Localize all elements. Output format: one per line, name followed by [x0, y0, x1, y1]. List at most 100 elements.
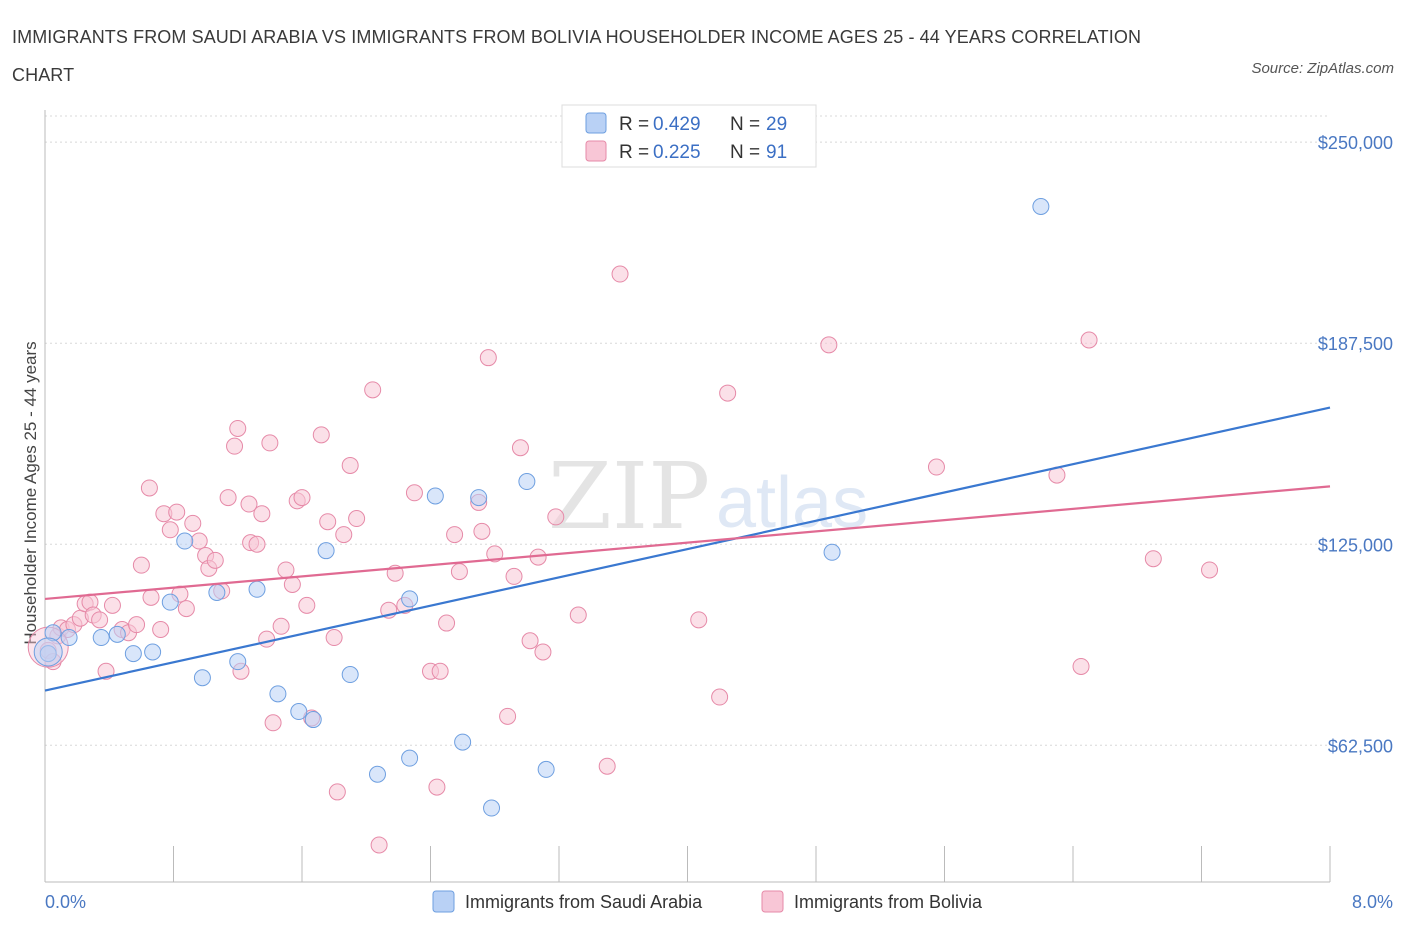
point-bolivia-63	[428, 778, 446, 796]
top-legend: R = 0.429 N = 29 R = 0.225 N = 91	[561, 104, 817, 168]
axes	[44, 110, 1331, 883]
point-bolivia-49	[312, 426, 330, 444]
point-bolivia-29	[206, 551, 224, 569]
point-saudi-arabia-21	[454, 733, 472, 751]
point-saudi-arabia-13	[290, 703, 308, 721]
watermark: ZIP atlas	[548, 443, 868, 550]
legend-r-value-saudi-arabia: 0.429	[653, 114, 701, 135]
point-bolivia-19	[152, 620, 170, 638]
point-bolivia-22	[168, 503, 186, 521]
point-bolivia-41	[264, 714, 282, 732]
point-bolivia-25	[184, 514, 202, 532]
point-bolivia-73	[505, 567, 523, 585]
trend-line-saudi-arabia	[44, 406, 1331, 692]
point-saudi-arabia-19	[401, 749, 419, 767]
point-saudi-arabia-8	[193, 669, 211, 687]
point-saudi-arabia-17	[368, 765, 386, 783]
point-saudi-arabia-22	[470, 489, 488, 507]
point-bolivia-51	[325, 629, 343, 647]
legend-n-label-bolivia: N =	[730, 142, 760, 163]
point-bolivia-57	[370, 836, 388, 854]
point-saudi-arabia-27	[1032, 198, 1050, 215]
point-bolivia-24	[177, 600, 195, 618]
legend-n-label-saudi-arabia: N =	[730, 114, 760, 135]
point-bolivia-53	[335, 526, 353, 544]
point-saudi-arabia-11	[248, 580, 266, 598]
legend-swatch-saudi-arabia	[585, 112, 607, 134]
point-saudi-arabia-16	[341, 666, 359, 684]
legend-swatch-bolivia	[585, 140, 607, 162]
point-bolivia-74	[511, 439, 529, 457]
point-bolivia-80	[598, 757, 616, 775]
chart-title: IMMIGRANTS FROM SAUDI ARABIA VS IMMIGRAN…	[12, 27, 1142, 85]
point-saudi-arabia-12	[269, 685, 287, 703]
point-bolivia-89	[1080, 331, 1098, 349]
point-bolivia-84	[719, 384, 737, 402]
point-bolivia-38	[253, 505, 271, 523]
point-saudi-arabia-20	[426, 487, 444, 505]
point-bolivia-81	[611, 265, 629, 283]
point-saudi-arabia-1	[60, 629, 78, 647]
series-saudi-arabia-points	[33, 198, 1050, 817]
point-bolivia-85	[820, 336, 838, 354]
point-bolivia-33	[229, 419, 247, 437]
point-bolivia-40	[261, 434, 279, 452]
point-bolivia-64	[431, 662, 449, 680]
point-bolivia-70	[479, 349, 497, 367]
point-bolivia-18	[142, 588, 160, 606]
point-bolivia-86	[927, 458, 945, 476]
y-axis-label: Householder Income Ages 25 - 44 years	[21, 341, 40, 644]
point-bolivia-83	[711, 688, 729, 706]
y-tick-label-1: $125,000	[1318, 535, 1393, 555]
point-saudi-arabia-10	[229, 653, 247, 671]
watermark-atlas: atlas	[716, 463, 868, 543]
point-bolivia-44	[283, 575, 301, 593]
point-saudi-arabia-23	[483, 799, 501, 817]
point-bolivia-37	[248, 535, 266, 553]
bottom-legend-label-bolivia: Immigrants from Bolivia	[794, 892, 983, 912]
x-tick-label-min: 0.0%	[45, 892, 86, 912]
point-saudi-arabia-9	[208, 584, 226, 601]
y-tick-label-2: $187,500	[1318, 334, 1393, 354]
point-bolivia-82	[690, 611, 708, 629]
point-bolivia-88	[1072, 657, 1090, 675]
point-saudi-arabia-cluster	[33, 637, 63, 667]
bottom-legend-swatch-bolivia	[761, 890, 784, 913]
point-saudi-arabia-3	[108, 625, 126, 643]
point-bolivia-61	[405, 484, 423, 502]
point-bolivia-12	[103, 596, 121, 614]
bottom-legend-label-saudi-arabia: Immigrants from Saudi Arabia	[465, 892, 703, 912]
point-saudi-arabia-7	[176, 532, 194, 550]
point-bolivia-54	[341, 456, 359, 474]
point-bolivia-71	[486, 545, 504, 563]
point-bolivia-50	[319, 513, 337, 531]
point-bolivia-77	[534, 643, 552, 661]
legend-r-label-saudi-arabia: R =	[619, 114, 649, 135]
chart-source: Source: ZipAtlas.com	[1251, 60, 1394, 77]
y-tick-label-3: $250,000	[1318, 133, 1393, 153]
point-bolivia-90	[1144, 550, 1162, 568]
point-bolivia-67	[450, 563, 468, 581]
y-tick-labels: $62,500 $125,000 $187,500 $250,000	[1318, 133, 1393, 756]
point-bolivia-47	[298, 596, 316, 614]
gridlines	[45, 115, 1330, 746]
point-bolivia-43	[277, 561, 295, 579]
trend-line-bolivia	[44, 485, 1331, 601]
bottom-legend-swatch-saudi-arabia	[432, 890, 455, 913]
trend-lines	[44, 406, 1331, 692]
point-bolivia-31	[219, 489, 237, 507]
point-bolivia-72	[499, 707, 517, 725]
point-bolivia-56	[364, 381, 382, 399]
point-bolivia-10	[91, 611, 109, 629]
point-bolivia-46	[293, 489, 311, 507]
y-tick-label-0: $62,500	[1328, 736, 1393, 756]
x-tick-labels: 0.0% 8.0%	[45, 892, 1393, 912]
point-saudi-arabia-26	[823, 543, 841, 561]
point-bolivia-35	[240, 495, 258, 513]
point-saudi-arabia-18	[401, 590, 419, 608]
point-saudi-arabia-4	[124, 645, 142, 663]
point-saudi-arabia-25	[537, 760, 555, 778]
point-bolivia-42	[272, 617, 290, 635]
point-saudi-arabia-14	[304, 711, 322, 729]
